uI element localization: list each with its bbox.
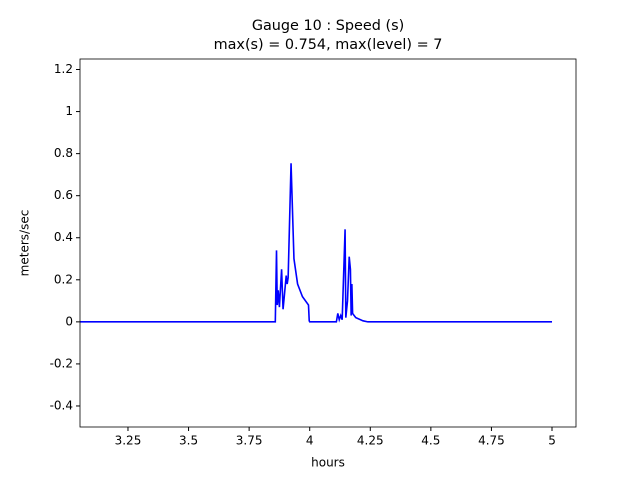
y-axis-label: meters/sec — [18, 210, 32, 277]
y-tick-label: 0 — [65, 314, 73, 328]
data-line — [80, 163, 553, 323]
y-tick-label: -0.2 — [50, 356, 73, 370]
x-tick-label: 4.75 — [478, 434, 505, 448]
plot-frame — [79, 58, 577, 428]
y-tick-label: -0.4 — [50, 398, 73, 412]
x-tick-label: 5 — [548, 434, 556, 448]
y-tick-label: 0.8 — [54, 146, 73, 160]
x-tick-label: 3.5 — [179, 434, 198, 448]
y-tick-label: 0.2 — [54, 272, 73, 286]
y-tick-label: 1 — [65, 104, 73, 118]
chart-subtitle: max(s) = 0.754, max(level) = 7 — [214, 37, 443, 53]
chart-title: Gauge 10 : Speed (s) — [252, 18, 404, 34]
x-tick-label: 4 — [306, 434, 314, 448]
x-tick-label: 3.75 — [236, 434, 263, 448]
y-tick-label: 1.2 — [54, 62, 73, 76]
y-tick-label: 0.6 — [54, 188, 73, 202]
x-axis-label: hours — [311, 456, 345, 470]
x-tick-label: 3.25 — [115, 434, 142, 448]
x-tick-label: 4.25 — [357, 434, 384, 448]
x-tick-label: 4.5 — [421, 434, 440, 448]
y-tick-label: 0.4 — [54, 230, 73, 244]
